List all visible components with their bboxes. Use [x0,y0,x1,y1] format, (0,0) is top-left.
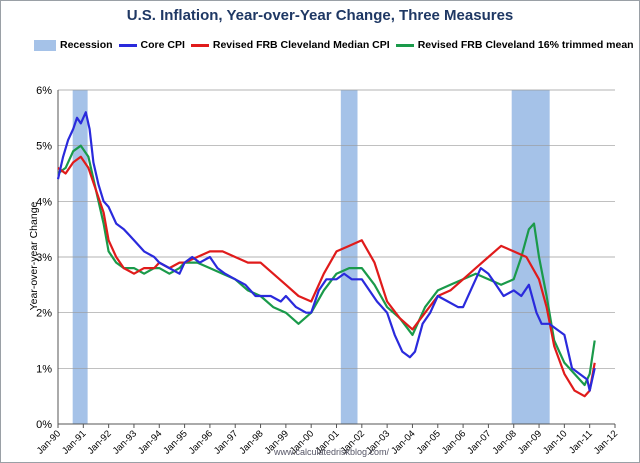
legend-label-core-cpi: Core CPI [140,39,185,51]
y-tick-label: 2% [36,308,52,320]
x-tick-label: Jan-04 [389,428,417,456]
x-tick-label: Jan-90 [35,428,63,456]
x-tick-label: Jan-07 [465,428,493,456]
series-line-core-cpi [56,111,596,392]
y-tick-label: 1% [36,363,52,375]
legend-item-median-cpi: Revised FRB Cleveland Median CPI [190,39,390,51]
y-tick-label: 5% [36,141,52,153]
x-tick-label: Jan-94 [136,428,164,456]
x-tick-label: Jan-95 [161,428,189,456]
y-tick-label: 3% [36,252,52,264]
chart-title: U.S. Inflation, Year-over-Year Change, T… [126,7,514,24]
x-tick-label: Jan-09 [516,428,544,456]
x-tick-label: Jan-98 [237,428,265,456]
legend-label-median-cpi: Revised FRB Cleveland Median CPI [212,39,390,51]
legend: Recession Core CPI Revised FRB Cleveland… [34,37,640,53]
legend-swatch-median-cpi [190,43,209,47]
legend-swatch-core-cpi [118,43,137,47]
x-tick-label: Jan-96 [187,428,215,456]
legend-label-recession: Recession [60,39,113,51]
legend-swatch-recession [34,39,56,51]
legend-swatch-trimmed-mean [395,43,414,47]
y-tick-label: 0% [36,419,52,431]
series-line-median-cpi [57,155,596,398]
x-tick-label: Jan-10 [541,428,569,456]
x-tick-label: Jan-93 [111,428,139,456]
x-tick-label: Jan-91 [60,428,88,456]
x-tick-label: Jan-08 [491,428,519,456]
x-tick-label: Jan-97 [212,428,240,456]
y-tick-label: 6% [36,85,52,97]
watermark-text: www.calculatedriskblog.com/ [274,447,390,457]
x-tick-label: Jan-05 [415,428,443,456]
legend-item-trimmed-mean: Revised FRB Cleveland 16% trimmed mean [395,39,634,51]
x-tick-label: Jan-06 [440,428,468,456]
y-tick-label: 4% [36,196,52,208]
x-tick-label: Jan-12 [592,428,620,456]
legend-label-trimmed-mean: Revised FRB Cleveland 16% trimmed mean [417,39,634,51]
legend-item-recession: Recession [34,39,113,51]
legend-item-core-cpi: Core CPI [118,39,185,51]
x-tick-label: Jan-11 [567,428,595,456]
x-tick-label: Jan-92 [85,428,113,456]
